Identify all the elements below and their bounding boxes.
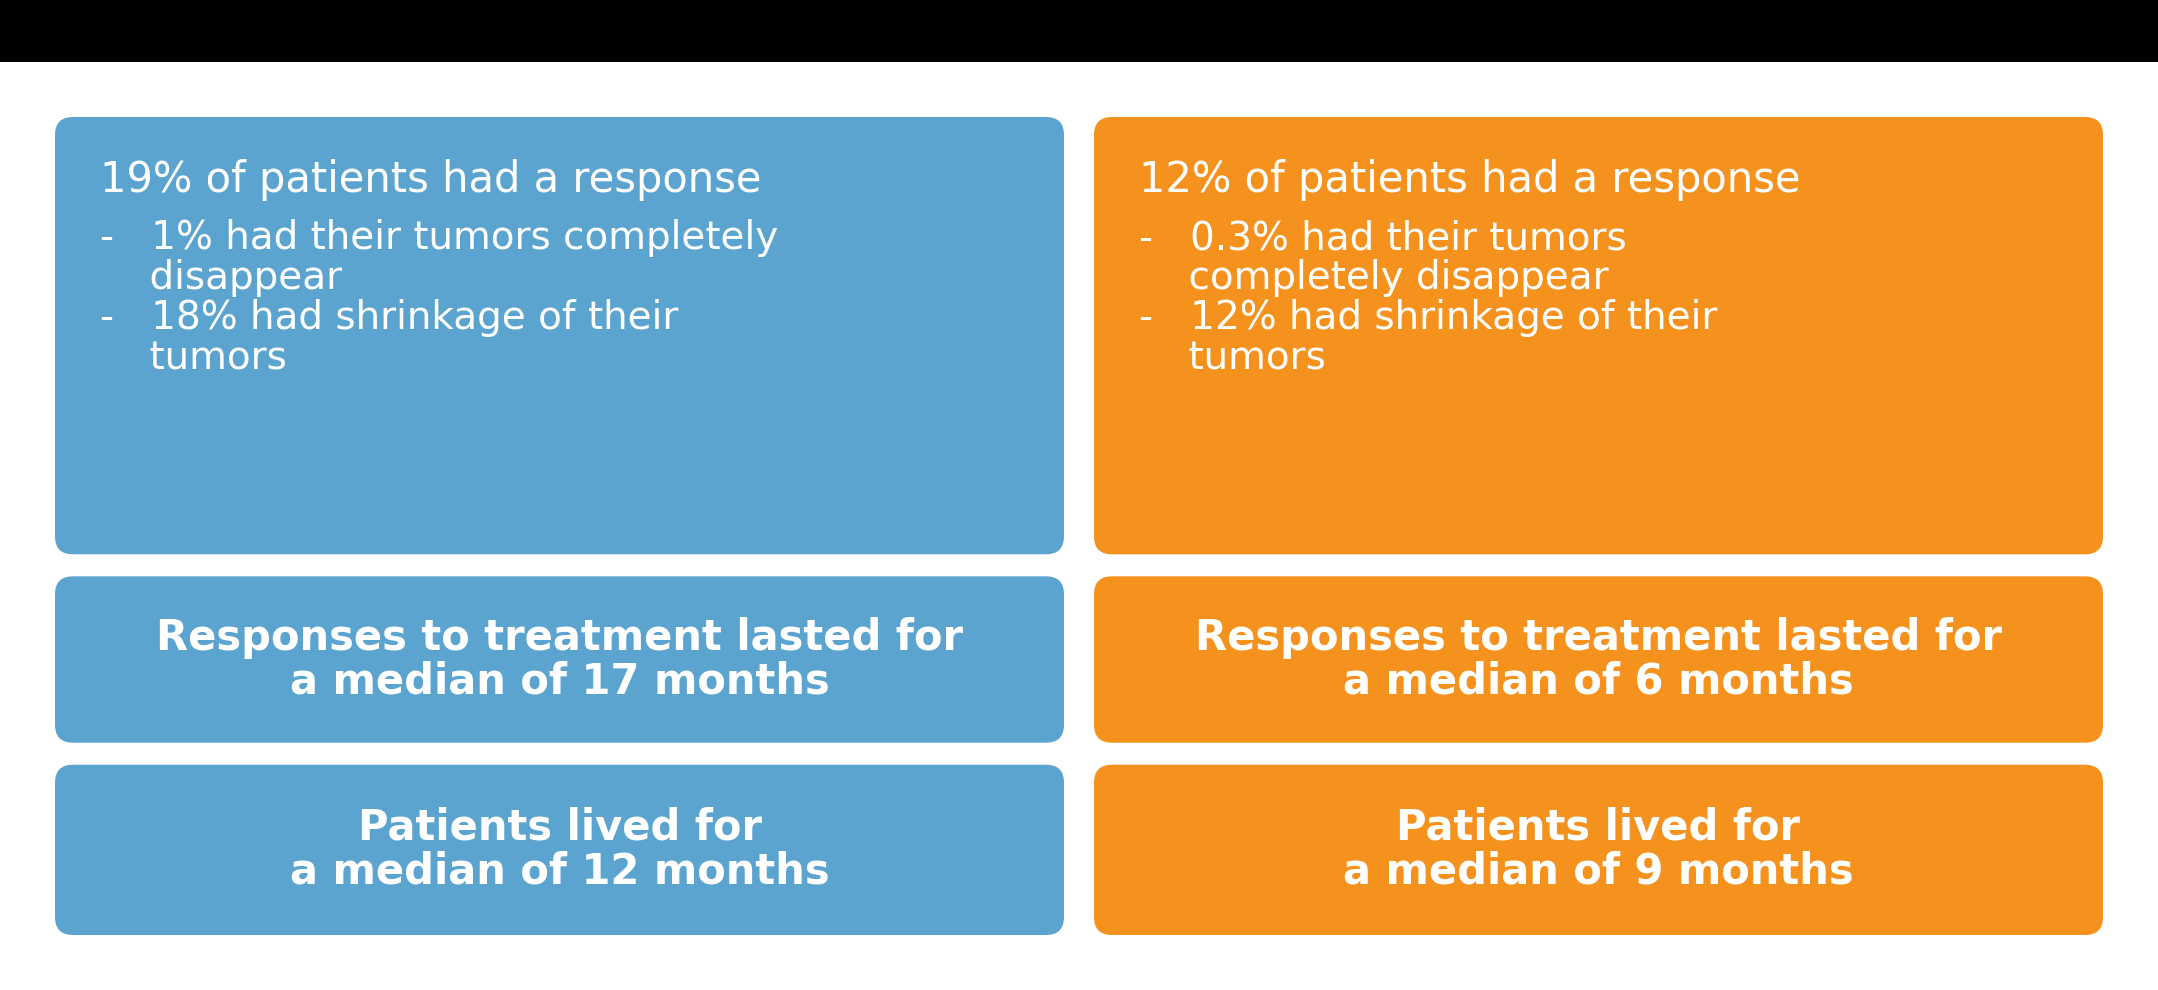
FancyBboxPatch shape [1094, 764, 2104, 935]
Text: Patients lived for: Patients lived for [358, 807, 762, 848]
Text: tumors: tumors [1139, 339, 1325, 377]
Text: Patients lived for: Patients lived for [1396, 807, 1800, 848]
Text: tumors: tumors [99, 339, 287, 377]
Text: -   18% had shrinkage of their: - 18% had shrinkage of their [99, 299, 678, 337]
FancyBboxPatch shape [1094, 117, 2104, 554]
Text: -   1% had their tumors completely: - 1% had their tumors completely [99, 219, 779, 257]
Text: a median of 9 months: a median of 9 months [1342, 850, 1854, 893]
FancyBboxPatch shape [1094, 576, 2104, 742]
FancyBboxPatch shape [54, 764, 1064, 935]
Text: Responses to treatment lasted for: Responses to treatment lasted for [1196, 617, 2003, 658]
Text: -   12% had shrinkage of their: - 12% had shrinkage of their [1139, 299, 1718, 337]
Text: completely disappear: completely disappear [1139, 259, 1608, 297]
Text: disappear: disappear [99, 259, 343, 297]
Text: -   0.3% had their tumors: - 0.3% had their tumors [1139, 219, 1627, 257]
FancyBboxPatch shape [54, 117, 1064, 554]
Text: a median of 17 months: a median of 17 months [289, 660, 829, 703]
Text: 12% of patients had a response: 12% of patients had a response [1139, 159, 1800, 201]
FancyBboxPatch shape [54, 576, 1064, 742]
Text: a median of 12 months: a median of 12 months [289, 850, 829, 893]
Text: Responses to treatment lasted for: Responses to treatment lasted for [155, 617, 962, 658]
Text: a median of 6 months: a median of 6 months [1342, 660, 1854, 703]
Text: 19% of patients had a response: 19% of patients had a response [99, 159, 762, 201]
